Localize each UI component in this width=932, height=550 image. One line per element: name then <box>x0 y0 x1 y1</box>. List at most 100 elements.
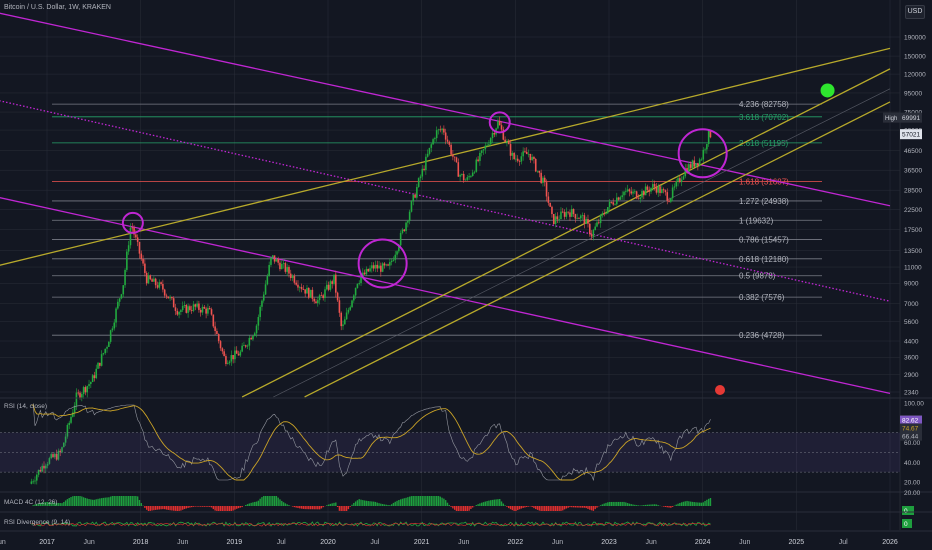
macd-bar <box>502 503 505 506</box>
fib-label: 1.618 (31687) <box>739 178 789 187</box>
fib-label: 0.236 (4728) <box>739 331 785 340</box>
macd-bar <box>55 502 58 506</box>
macd-bar <box>66 499 69 506</box>
macd-bar <box>607 502 609 506</box>
candle-body <box>570 209 573 217</box>
rsi-panel-title[interactable]: RSI (14, close) <box>4 403 47 410</box>
candle-body <box>253 333 256 336</box>
candle-body <box>518 160 521 162</box>
candle-body <box>426 153 429 157</box>
candle-body <box>437 129 440 131</box>
macd-panel-title[interactable]: MACD 4C (12, 26) <box>4 499 58 506</box>
macd-bar <box>181 506 184 510</box>
macd-bar <box>219 506 222 511</box>
macd-bar <box>284 503 287 506</box>
macd-bar <box>353 502 355 506</box>
candle-body <box>34 480 36 482</box>
candle-body <box>677 178 679 182</box>
macd-bar <box>637 505 640 506</box>
price-axis-label: 9000 <box>904 281 919 288</box>
macd-bar <box>293 506 296 508</box>
macd-bar <box>153 506 155 511</box>
macd-bar <box>230 506 233 511</box>
macd-bar <box>423 496 425 506</box>
macd-bar <box>612 501 614 506</box>
last-price-text: 57021 <box>902 132 920 139</box>
macd-bar <box>237 506 240 509</box>
highlight-circle <box>677 128 728 179</box>
macd-bar <box>64 500 67 506</box>
macd-bar <box>668 506 670 508</box>
candle-body <box>414 194 416 198</box>
chart-title: Bitcoin / U.S. Dollar, 1W, KRAKEN <box>4 4 111 11</box>
price-axis-label: 95000 <box>904 90 922 97</box>
candle-body <box>363 272 366 275</box>
candle-body <box>286 266 288 272</box>
macd-bar <box>200 506 202 507</box>
price-axis-label: 36500 <box>904 168 922 175</box>
macd-bar <box>536 506 539 510</box>
candle-body <box>661 189 663 193</box>
macd-bar <box>499 499 501 506</box>
macd-bar <box>709 497 712 506</box>
price-axis-label: 28500 <box>904 188 922 195</box>
macd-bar <box>279 499 281 506</box>
candle-body <box>41 465 43 472</box>
rsi-div-panel-title[interactable]: RSI Divergence (9, 14) <box>4 519 71 526</box>
candle-body <box>172 298 175 308</box>
candle-body <box>606 207 609 214</box>
macd-bar <box>205 506 207 507</box>
candle-body <box>99 362 101 366</box>
candle-body <box>340 312 343 327</box>
time-axis-label: Jun <box>552 539 563 546</box>
candle-body <box>675 181 678 187</box>
candle-body <box>576 218 578 219</box>
candle-body <box>118 298 121 302</box>
candle-body <box>63 442 65 448</box>
macd-bar <box>554 506 557 511</box>
candle-body <box>581 215 584 217</box>
macd-bar <box>621 501 623 506</box>
candle-body <box>500 125 503 130</box>
candle-body <box>682 176 685 180</box>
candle-body <box>113 322 116 329</box>
candle-body <box>385 264 388 266</box>
candle-body <box>486 145 488 147</box>
candle-body <box>383 263 386 266</box>
candle-body <box>345 312 348 320</box>
macd-bar <box>167 506 169 510</box>
candle-body <box>554 216 557 224</box>
macd-bar <box>428 496 431 506</box>
candle-body <box>634 191 636 193</box>
macd-bar <box>542 506 544 511</box>
macd-bar <box>277 497 279 506</box>
macd-bar <box>464 506 467 511</box>
macd-bar <box>108 497 110 506</box>
candle-body <box>284 263 287 272</box>
macd-bar <box>417 496 420 506</box>
macd-bar <box>86 498 88 506</box>
macd-bar <box>198 506 200 507</box>
currency-button[interactable]: USD <box>905 5 925 19</box>
macd-bar <box>84 497 87 506</box>
price-axis-label: 2340 <box>904 390 919 397</box>
rsi-value-badge <box>900 415 922 425</box>
macd-bar <box>300 506 303 509</box>
candle-body <box>158 282 161 288</box>
candle-body <box>117 301 119 309</box>
macd-bar <box>275 496 278 506</box>
candle-body <box>54 453 56 458</box>
macd-bar <box>88 498 90 506</box>
candle-body <box>704 149 706 151</box>
macd-bar <box>437 496 440 506</box>
macd-bar <box>367 501 369 506</box>
high-value-badge <box>900 112 922 123</box>
macd-bar <box>37 503 40 506</box>
macd-bar <box>626 503 629 506</box>
candle-body <box>398 245 400 252</box>
macd-bar <box>90 499 92 506</box>
macd-bar <box>372 501 375 506</box>
candle-body <box>608 201 611 208</box>
macd-bar <box>39 502 42 506</box>
